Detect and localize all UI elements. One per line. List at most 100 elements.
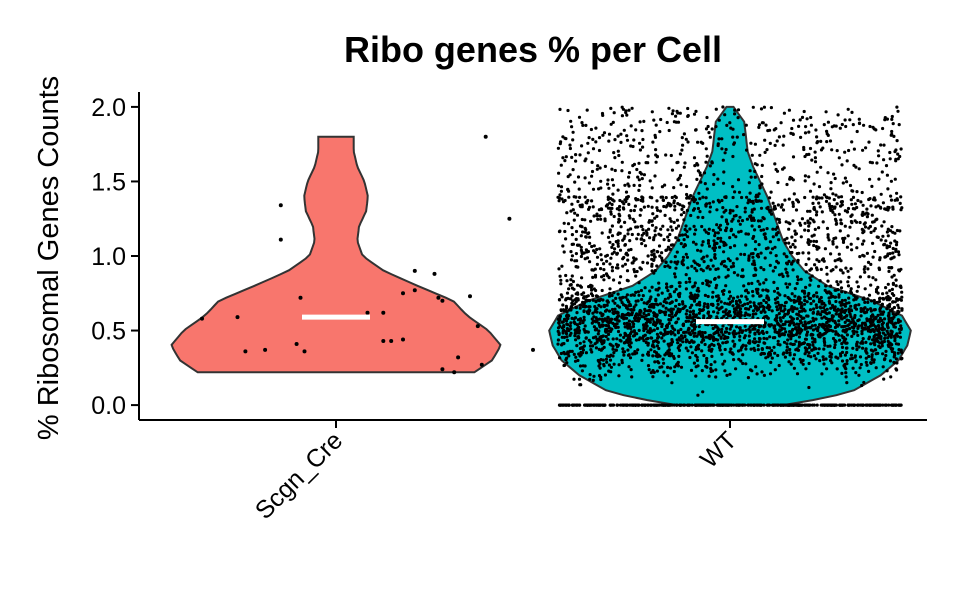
data-point — [893, 336, 897, 340]
data-point — [848, 327, 852, 331]
data-point — [827, 238, 831, 242]
data-point — [653, 216, 657, 220]
data-point — [744, 344, 748, 348]
data-point — [899, 147, 903, 151]
data-point — [574, 252, 579, 256]
data-point — [744, 347, 748, 351]
data-point — [854, 360, 858, 364]
data-point — [694, 374, 698, 378]
data-point — [673, 328, 677, 332]
data-point — [640, 195, 644, 199]
data-point — [720, 327, 724, 331]
data-point — [870, 184, 874, 188]
data-point — [685, 208, 690, 213]
data-point — [758, 184, 762, 188]
data-point — [820, 196, 824, 200]
data-point — [846, 206, 851, 211]
data-point — [789, 319, 793, 323]
data-point — [672, 220, 676, 224]
data-point — [679, 365, 684, 369]
data-point — [768, 305, 772, 309]
data-point — [669, 301, 674, 305]
data-point — [604, 357, 609, 361]
data-point — [875, 333, 879, 337]
data-point — [768, 372, 773, 376]
data-point — [740, 346, 744, 350]
data-point — [721, 105, 725, 109]
data-point — [762, 232, 766, 236]
data-point — [808, 209, 812, 213]
data-point — [561, 320, 565, 324]
data-point — [568, 173, 572, 177]
data-point — [696, 286, 700, 290]
data-point — [611, 344, 615, 348]
data-point — [632, 208, 637, 213]
data-point — [765, 227, 769, 231]
data-point — [632, 138, 636, 142]
data-point — [702, 316, 706, 320]
data-point — [663, 311, 667, 315]
data-point — [845, 346, 849, 350]
data-point — [680, 207, 684, 211]
data-point — [593, 342, 597, 346]
data-point — [764, 314, 769, 318]
data-point — [654, 351, 659, 355]
data-point — [575, 213, 580, 217]
data-point — [727, 331, 731, 335]
data-point — [760, 182, 764, 186]
data-point — [833, 345, 837, 350]
data-point — [728, 372, 732, 376]
data-point — [584, 298, 588, 302]
data-point — [633, 220, 637, 224]
data-point — [795, 281, 799, 286]
data-point — [696, 215, 700, 219]
data-point — [678, 111, 682, 115]
data-point — [627, 184, 631, 188]
data-point — [605, 259, 609, 263]
data-point — [610, 265, 615, 269]
data-point — [873, 301, 877, 305]
data-point — [650, 205, 654, 209]
data-point — [572, 377, 576, 381]
data-point — [773, 403, 777, 407]
data-point — [862, 380, 866, 385]
data-point — [887, 403, 891, 407]
data-point — [567, 328, 571, 333]
data-point — [701, 269, 705, 273]
data-point — [879, 206, 883, 210]
data-point — [673, 260, 677, 264]
data-point — [825, 272, 829, 276]
data-point — [611, 403, 616, 407]
data-point — [675, 403, 679, 407]
data-point — [622, 128, 626, 132]
data-point — [630, 330, 634, 334]
data-point — [803, 302, 807, 306]
data-point — [835, 149, 839, 153]
data-point — [576, 318, 581, 322]
data-point — [863, 300, 867, 304]
data-point — [739, 229, 743, 233]
data-point — [802, 147, 806, 152]
data-point — [611, 321, 615, 325]
data-point — [569, 278, 573, 282]
data-point — [808, 276, 812, 280]
data-point — [630, 403, 635, 407]
data-point — [608, 230, 612, 234]
data-point — [863, 287, 867, 291]
data-point — [595, 255, 600, 259]
data-point — [883, 116, 887, 120]
data-point — [612, 250, 616, 254]
data-point — [717, 328, 721, 332]
data-point — [819, 139, 823, 143]
data-point — [381, 339, 386, 343]
data-point — [681, 300, 685, 304]
data-point — [724, 218, 729, 222]
data-point — [278, 203, 283, 208]
data-point — [673, 208, 677, 212]
data-point — [826, 329, 830, 333]
data-point — [692, 259, 696, 263]
data-point — [693, 266, 697, 270]
data-point — [753, 247, 758, 251]
data-point — [792, 307, 797, 311]
data-point — [850, 110, 854, 114]
